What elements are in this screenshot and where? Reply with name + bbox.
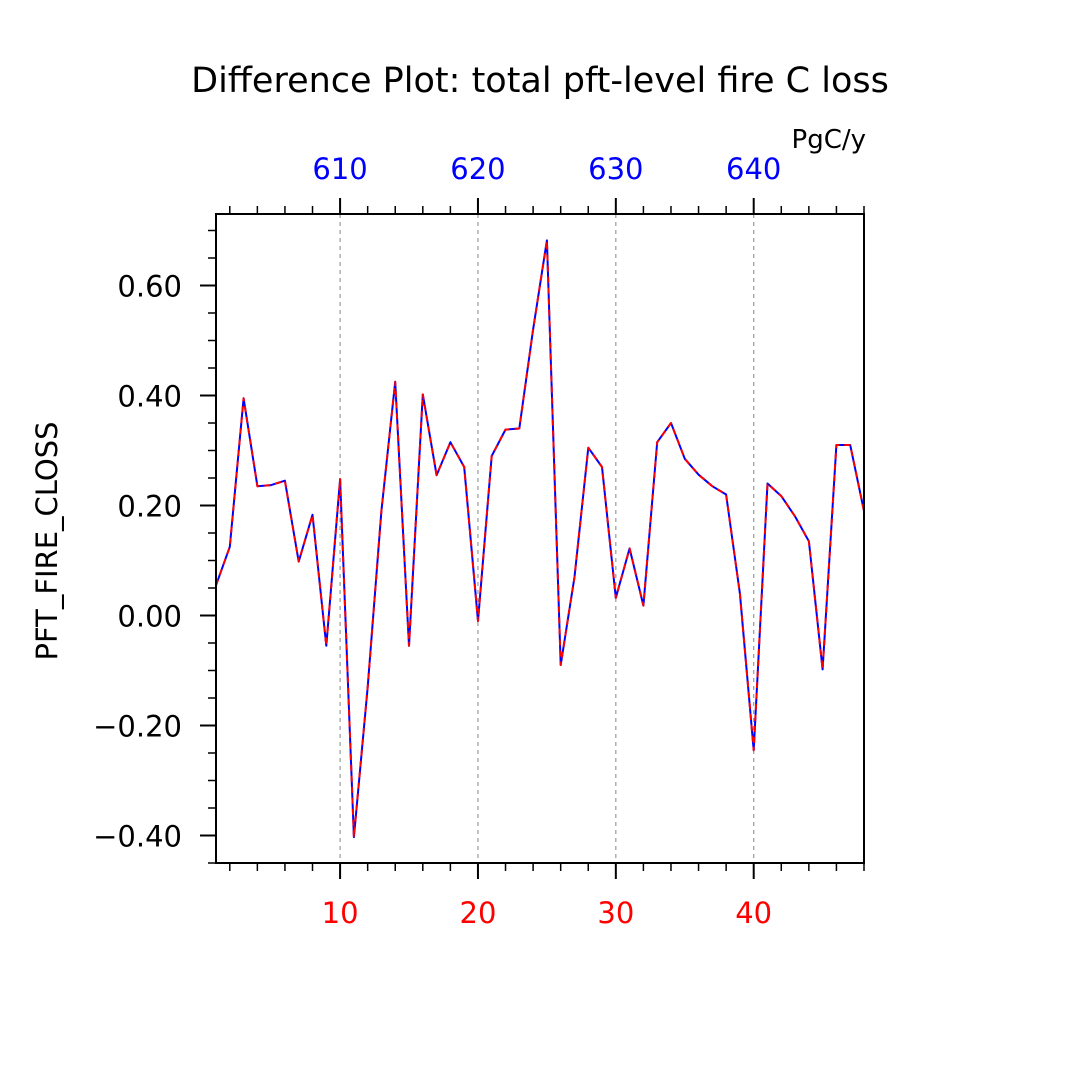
x-tick-label: 20 xyxy=(460,896,497,930)
series-line xyxy=(215,239,865,839)
x-top-tick-label: 630 xyxy=(588,152,643,186)
units-label: PgC/y xyxy=(792,125,866,155)
chart-title: Difference Plot: total pft-level fire C … xyxy=(191,61,889,101)
y-tick-label: −0.40 xyxy=(93,820,182,854)
series-line xyxy=(215,239,865,839)
plot-frame xyxy=(215,213,865,864)
y-axis-label: PFT_FIRE_CLOSS xyxy=(30,421,64,660)
x-top-tick-label: 620 xyxy=(450,152,505,186)
y-tick-label: 0.60 xyxy=(117,270,182,304)
x-tick-label: 30 xyxy=(597,896,634,930)
y-tick-label: 0.40 xyxy=(117,380,182,414)
x-tick-label: 40 xyxy=(735,896,772,930)
series-lines xyxy=(215,239,865,839)
y-tick-label: −0.20 xyxy=(93,710,182,744)
grid-lines xyxy=(339,214,755,863)
x-top-tick-label: 640 xyxy=(726,152,781,186)
axes: 10 20 30 40 610 620 630 640 0.60 0.40 0.20 0.00 −0.2… xyxy=(93,152,865,930)
x-tick-label: 10 xyxy=(322,896,359,930)
y-tick-label: 0.00 xyxy=(117,600,182,634)
x-top-tick-label: 610 xyxy=(312,152,367,186)
y-tick-label: 0.20 xyxy=(117,490,182,524)
